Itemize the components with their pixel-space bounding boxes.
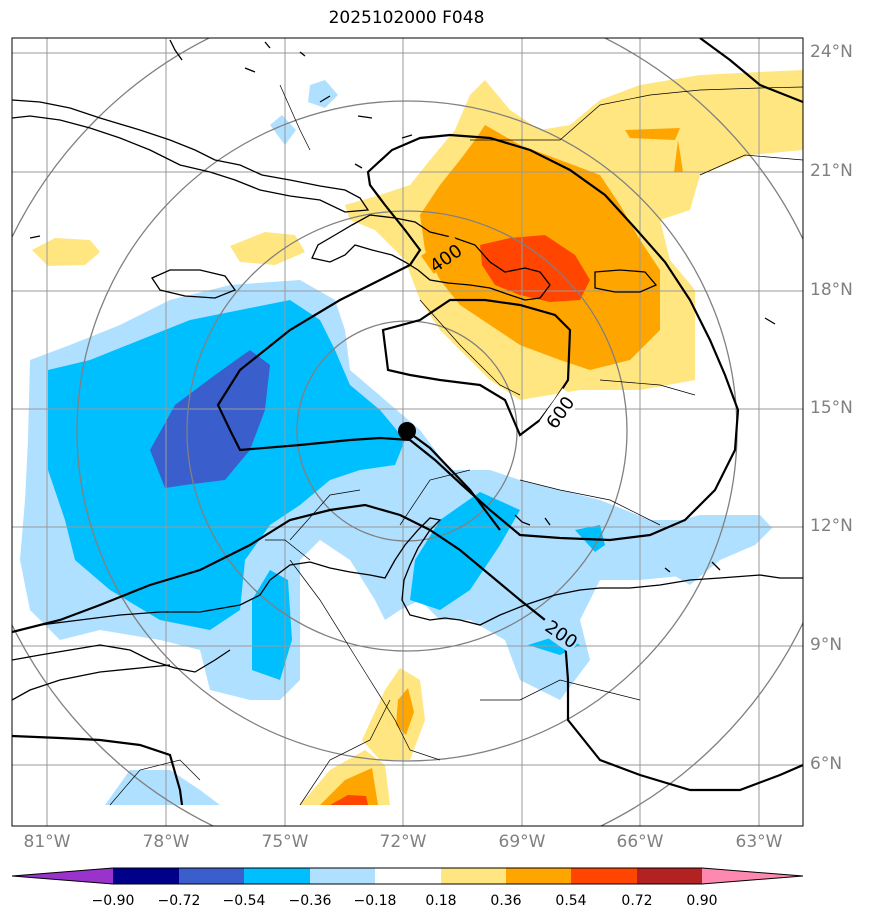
colorbar-segment <box>571 868 637 884</box>
lat-label: 12°N <box>810 516 853 536</box>
contour-200 <box>12 503 803 792</box>
lon-label: 78°W <box>142 832 190 852</box>
lat-label: 6°N <box>810 754 843 774</box>
lon-label: 81°W <box>23 832 71 852</box>
colorbar-tick-label: 0.72 <box>621 893 653 909</box>
lon-label: 66°W <box>616 832 664 852</box>
colorbar-segment <box>179 868 244 884</box>
anomaly-light-yellow-south <box>362 668 425 760</box>
anomaly-orange-south <box>396 688 414 735</box>
anomaly-light-blue-north2 <box>270 115 296 145</box>
colorbar-segment <box>244 868 310 884</box>
lon-label: 75°W <box>261 832 309 852</box>
colorbar-tick-label: 0.18 <box>425 893 457 909</box>
colorbar-tick-label: −0.54 <box>222 893 266 909</box>
lat-label: 24°N <box>810 42 853 62</box>
lon-label: 69°W <box>498 832 546 852</box>
anomaly-orange-red <box>480 235 590 302</box>
colorbar-segment <box>506 868 571 884</box>
anomaly-deep-sky-blue-south <box>252 570 292 680</box>
colorbar-tick-label: −0.18 <box>353 893 397 909</box>
colorbar-segment <box>441 868 506 884</box>
anomaly-light-blue-east <box>662 515 772 585</box>
colorbar-segment <box>637 868 702 884</box>
map-title: 2025102000 F048 <box>328 8 485 28</box>
storm-center-marker <box>398 422 416 440</box>
map-area <box>12 38 803 826</box>
lon-label: 63°W <box>735 832 783 852</box>
lat-label: 9°N <box>810 635 843 655</box>
colorbar-segment <box>310 868 375 884</box>
anomaly-light-yellow-west <box>32 238 100 266</box>
colorbar-tick-label: 0.54 <box>555 893 587 909</box>
borders <box>109 84 803 806</box>
anomaly-orange-red-sw <box>330 795 368 805</box>
anomaly-royal-blue <box>150 350 270 488</box>
colorbar-tick-label: −0.90 <box>91 893 135 909</box>
colorbar-segment <box>113 868 179 884</box>
lat-label: 15°N <box>810 398 853 418</box>
colorbar-tick-label: −0.72 <box>157 893 201 909</box>
lat-label: 18°N <box>810 280 853 300</box>
anomaly-orange-sw <box>320 768 378 805</box>
colorbar-tick-label: −0.36 <box>288 893 332 909</box>
anomaly-light-blue-south <box>105 770 220 805</box>
anomaly-light-yellow-mid <box>230 232 305 265</box>
anomaly-light-blue-north <box>308 80 338 108</box>
map-frame <box>11 37 804 827</box>
colorbar <box>11 867 804 885</box>
lon-label: 72°W <box>379 832 427 852</box>
contour-400 <box>216 133 740 542</box>
lat-label: 21°N <box>810 161 853 181</box>
colorbar-tick-label: 0.36 <box>490 893 522 909</box>
colorbar-tick-label: 0.90 <box>686 893 718 909</box>
anomaly-orange-sliver <box>674 140 683 172</box>
colorbar-extend-low <box>12 868 113 884</box>
colorbar-segment <box>375 868 441 884</box>
anomaly-orange-small <box>625 128 680 140</box>
coastlines <box>12 39 803 701</box>
colorbar-extend-high <box>702 868 803 884</box>
